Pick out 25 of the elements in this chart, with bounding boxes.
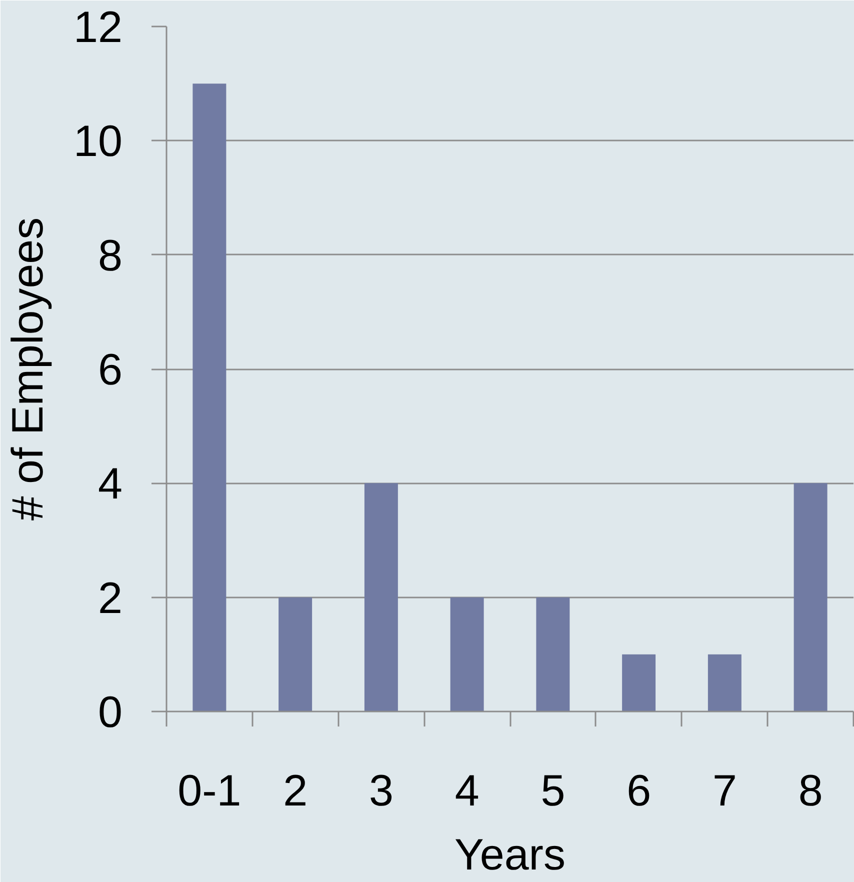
y-tick-label: 6 — [98, 346, 123, 394]
bar — [708, 654, 742, 712]
bar — [192, 84, 226, 712]
x-axis-title: Years — [454, 830, 566, 880]
x-tick-label: 0-1 — [178, 766, 242, 816]
bar — [364, 483, 398, 712]
bar — [278, 597, 312, 712]
y-tick-label: 8 — [98, 231, 123, 280]
y-tick-label: 4 — [98, 460, 123, 509]
bar — [536, 597, 570, 712]
bar — [794, 483, 828, 712]
x-tick-label: 6 — [626, 766, 652, 816]
x-tick-label: 2 — [283, 766, 308, 816]
x-tick-label: 4 — [454, 766, 480, 816]
x-tick-label: 3 — [368, 766, 394, 816]
y-axis-title: # of Employees — [4, 217, 53, 521]
bar — [450, 597, 484, 712]
x-tick-label: 7 — [712, 766, 737, 816]
y-tick-label: 10 — [74, 117, 123, 166]
x-tick-label: 5 — [540, 766, 566, 816]
x-tick-label: 8 — [798, 766, 823, 816]
y-tick-label: 0 — [98, 688, 123, 737]
y-tick-label: 12 — [74, 3, 123, 52]
bar — [622, 654, 656, 712]
y-tick-label: 2 — [98, 574, 123, 623]
